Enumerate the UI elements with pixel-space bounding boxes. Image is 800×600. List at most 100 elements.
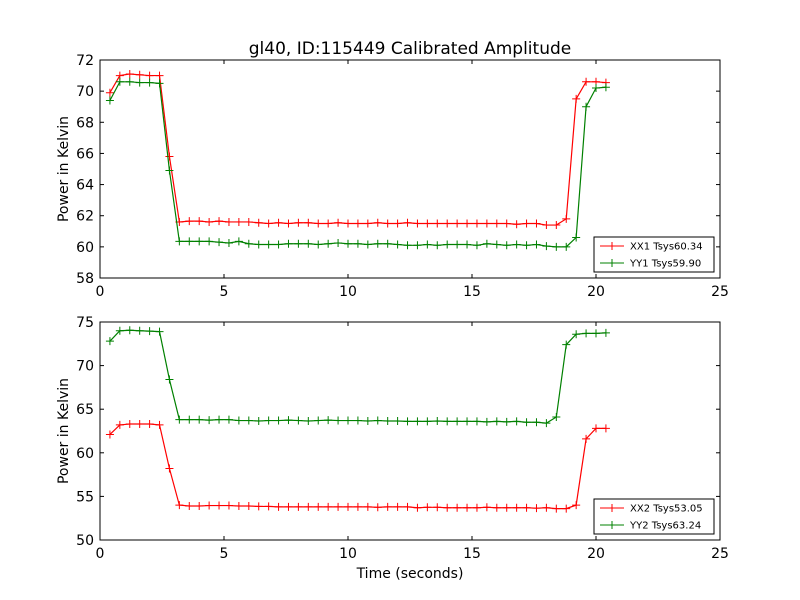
- bottom-series-1-point: [542, 419, 551, 428]
- bottom-series-1-point: [125, 326, 134, 335]
- bottom-series-1-point: [324, 416, 333, 425]
- top-series-0-point: [403, 218, 412, 227]
- top-series-0-point: [264, 219, 273, 228]
- top-series-1-point: [155, 79, 164, 88]
- bottom-series-0-point: [542, 503, 551, 512]
- top-series-0-point: [353, 219, 362, 228]
- bottom-x-tick-label: 5: [220, 546, 229, 562]
- bottom-series-0-point: [264, 502, 273, 511]
- top-series-1-point: [195, 237, 204, 246]
- top-series-1-point: [403, 241, 412, 250]
- bottom-series-0-point: [244, 501, 253, 510]
- bottom-series-1-point: [274, 416, 283, 425]
- top-series-0-point: [215, 217, 224, 226]
- bottom-series-0-point: [393, 502, 402, 511]
- bottom-ticks-layer: 0 5 10 15 20 25 50 55 60 65 70 75: [76, 315, 729, 562]
- bottom-series-1-point: [115, 326, 124, 335]
- top-x-tick-label: 0: [96, 284, 105, 300]
- top-series-0-point: [582, 77, 591, 86]
- bottom-series-1-point: [145, 327, 154, 336]
- top-x-tick-label: 5: [220, 284, 229, 300]
- bottom-series-1-point: [353, 416, 362, 425]
- bottom-series-1-point: [413, 417, 422, 426]
- top-series-1-point: [463, 240, 472, 249]
- top-series-0-point: [522, 219, 531, 228]
- bottom-series-0-point: [532, 504, 541, 513]
- bottom-x-tick-label: 0: [96, 546, 105, 562]
- bottom-series-1-point: [244, 416, 253, 425]
- bottom-series-1-point: [512, 417, 521, 426]
- top-x-tick-label: 15: [463, 284, 481, 300]
- bottom-series-0-point: [492, 503, 501, 512]
- bottom-series-1-point: [502, 417, 511, 426]
- bottom-series-0-point: [324, 502, 333, 511]
- bottom-x-tick-label: 15: [463, 546, 481, 562]
- top-series-0-point: [572, 94, 581, 103]
- top-series-1-point: [383, 239, 392, 248]
- bottom-series-0-point: [274, 502, 283, 511]
- bottom-series-0-point: [552, 504, 561, 513]
- bottom-series-0-point: [105, 430, 114, 439]
- top-series-1-point: [324, 239, 333, 248]
- top-series-1-point: [373, 239, 382, 248]
- top-y-tick-label: 62: [76, 209, 94, 225]
- bottom-series-1-point: [105, 337, 114, 346]
- bottom-series-1-point: [592, 329, 600, 338]
- bottom-series-1-point: [224, 415, 233, 424]
- top-plot-frame: [99, 59, 721, 279]
- bottom-series-1-point: [215, 415, 224, 424]
- bottom-series-1-point: [135, 326, 144, 335]
- top-series-1-point: [115, 77, 124, 86]
- top-series-0-point: [542, 221, 551, 230]
- top-series-0-point: [195, 217, 204, 226]
- bottom-series-1-point: [601, 328, 610, 337]
- bottom-series-0-point: [582, 434, 591, 443]
- bottom-plot-frame: [99, 321, 721, 541]
- bottom-series-1-point: [264, 416, 273, 425]
- top-series-0-point: [165, 152, 174, 161]
- top-series-1-point: [215, 238, 224, 247]
- top-series-0-point: [423, 219, 432, 228]
- top-series-1-point: [314, 240, 323, 249]
- top-y-tick-label: 58: [76, 271, 94, 287]
- bottom-series-0-point: [433, 503, 442, 512]
- bottom-series-1-point: [393, 416, 402, 425]
- top-legend-label-xx1: XX1 Tsys60.34: [630, 242, 703, 253]
- top-series-1-point: [572, 233, 581, 242]
- bottom-series-0-point: [254, 502, 263, 511]
- top-series-0-point: [413, 219, 422, 228]
- top-chart-title: gl40, ID:115449 Calibrated Amplitude: [249, 39, 571, 59]
- top-series-layer: [105, 70, 610, 251]
- bottom-series-1-point: [363, 416, 372, 425]
- top-series-1-point: [254, 240, 263, 249]
- top-series-1-point: [284, 239, 293, 248]
- top-series-0-point: [234, 217, 243, 226]
- bottom-series-1-point: [344, 416, 352, 425]
- top-panel: gl40, ID:115449 Calibrated Amplitude 0 5 1…: [56, 39, 729, 300]
- bottom-series-1-point: [175, 415, 184, 424]
- top-y-tick-label: 70: [76, 84, 94, 100]
- bottom-series-0-point: [403, 502, 412, 511]
- top-series-1-point: [472, 241, 481, 250]
- top-series-0-point: [552, 221, 561, 230]
- top-y-tick-label: 68: [76, 115, 94, 131]
- bottom-series-0-point: [294, 502, 303, 511]
- bottom-x-axis-label: Time (seconds): [356, 566, 464, 582]
- top-series-0-point: [383, 219, 392, 228]
- top-series-0-point: [512, 220, 521, 229]
- top-y-axis-label: Power in Kelvin: [56, 116, 72, 222]
- top-series-0-point: [453, 219, 462, 228]
- bottom-legend-label-xx2: XX2 Tsys53.05: [630, 504, 703, 515]
- bottom-x-tick-label: 20: [587, 546, 605, 562]
- top-series-1-point: [542, 242, 551, 251]
- bottom-series-0-point: [601, 424, 610, 433]
- top-series-1-point: [393, 240, 402, 249]
- bottom-series-0-point: [453, 503, 462, 512]
- top-series-1-point: [244, 239, 253, 248]
- bottom-series-1-point: [562, 340, 571, 349]
- bottom-series-1-point: [234, 416, 243, 425]
- top-legend-box: [593, 236, 715, 273]
- top-legend-label-yy1: YY1 Tsys59.90: [629, 259, 701, 270]
- bottom-y-tick-label: 55: [76, 489, 94, 505]
